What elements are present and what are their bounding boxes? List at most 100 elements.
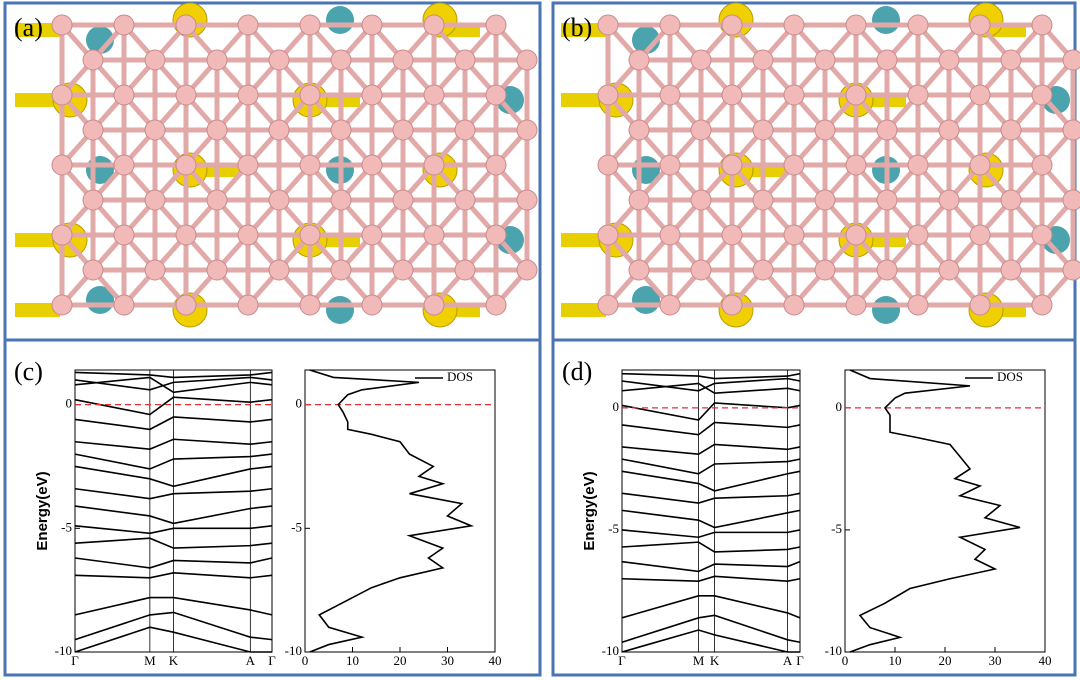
atom-b — [175, 14, 197, 36]
band — [74, 416, 273, 431]
x-tick-label: 20 — [939, 653, 952, 668]
atom-b — [485, 154, 507, 176]
band — [74, 611, 273, 641]
legend-label: DOS — [447, 369, 473, 384]
atom-b — [392, 49, 414, 71]
y-tick-label: 0 — [66, 396, 73, 411]
atom-b — [938, 119, 960, 141]
atom-b — [783, 294, 805, 316]
panel-label: (a) — [14, 13, 43, 42]
atom-b — [516, 189, 538, 211]
atom-b — [721, 14, 743, 36]
band — [74, 438, 273, 450]
k-label: Γ — [71, 653, 79, 668]
x-tick-label: 30 — [441, 653, 454, 668]
atom-b — [237, 224, 259, 246]
atom-b — [237, 84, 259, 106]
atom-b — [175, 154, 197, 176]
band — [74, 572, 273, 579]
atom-b — [454, 49, 476, 71]
k-label: Γ — [268, 653, 276, 668]
atom-b — [330, 119, 352, 141]
atom-b — [845, 294, 867, 316]
atom-b — [299, 224, 321, 246]
atom-b — [938, 49, 960, 71]
dos-line — [309, 369, 475, 653]
atom-b — [361, 224, 383, 246]
atom-b — [597, 294, 619, 316]
band — [621, 541, 801, 553]
panel-label: (b) — [562, 13, 592, 42]
band — [74, 396, 273, 416]
bond — [561, 23, 606, 37]
dos-line — [849, 369, 1021, 653]
structures — [15, 2, 1080, 328]
atom-b — [82, 259, 104, 281]
atom-b — [237, 294, 259, 316]
atom-b — [597, 14, 619, 36]
atom-b — [876, 189, 898, 211]
atom-b — [628, 49, 650, 71]
atom-b — [206, 259, 228, 281]
atom-b — [113, 84, 135, 106]
y-axis-label: Energy(eV) — [581, 471, 598, 550]
k-label: Γ — [618, 653, 626, 668]
atom-b — [1031, 294, 1053, 316]
atom-b — [969, 154, 991, 176]
atom-b — [690, 259, 712, 281]
band — [74, 537, 273, 549]
band — [74, 525, 273, 535]
bond — [15, 303, 60, 317]
atom-b — [144, 189, 166, 211]
atom-b — [783, 154, 805, 176]
panel-frame — [3, 338, 542, 677]
y-tick-label: 0 — [836, 399, 843, 414]
bond — [561, 93, 606, 107]
atom-b — [814, 119, 836, 141]
atom-b — [51, 154, 73, 176]
band — [74, 371, 273, 379]
atom-b — [485, 224, 507, 246]
k-label: A — [246, 653, 256, 668]
atom-b — [1062, 259, 1080, 281]
atom-b — [299, 294, 321, 316]
band — [621, 492, 801, 504]
atom-b — [516, 119, 538, 141]
x-tick-label: 30 — [989, 653, 1002, 668]
k-label: M — [693, 653, 705, 668]
atom-b — [330, 49, 352, 71]
atom-b — [845, 224, 867, 246]
x-tick-label: 40 — [489, 653, 502, 668]
y-tick-label: -5 — [831, 521, 842, 536]
atom-b — [423, 294, 445, 316]
band — [621, 421, 801, 436]
band — [621, 443, 801, 456]
atom-b — [299, 154, 321, 176]
y-tick-label: -5 — [291, 519, 302, 534]
band — [621, 629, 800, 653]
atom-b — [752, 189, 774, 211]
band — [621, 458, 801, 475]
band — [621, 402, 801, 421]
band — [621, 377, 801, 392]
atom-b — [659, 14, 681, 36]
y-tick-label: -5 — [608, 521, 619, 536]
atom-b — [659, 294, 681, 316]
atom-b — [721, 294, 743, 316]
atom-b — [876, 259, 898, 281]
atom-b — [814, 259, 836, 281]
atom-b — [113, 154, 135, 176]
x-tick-label: 10 — [889, 653, 902, 668]
atom-b — [752, 49, 774, 71]
k-label: Γ — [796, 653, 804, 668]
atom-b — [268, 119, 290, 141]
atom-b — [485, 294, 507, 316]
atom-b — [597, 224, 619, 246]
atom-b — [454, 189, 476, 211]
atom-b — [690, 49, 712, 71]
bond — [15, 233, 60, 247]
atom-b — [485, 84, 507, 106]
atom-b — [752, 119, 774, 141]
x-tick-label: 0 — [842, 653, 849, 668]
k-label: M — [144, 653, 156, 668]
